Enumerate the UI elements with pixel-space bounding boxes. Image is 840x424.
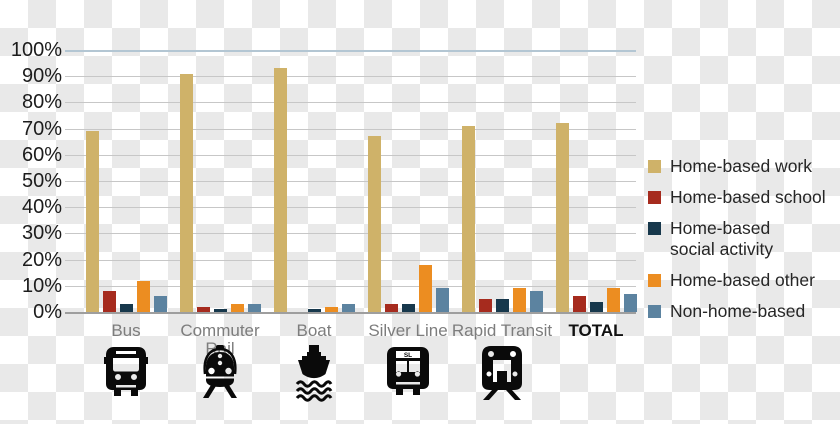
category-label-boat: Boat: [296, 321, 332, 340]
bar-home-based-social-activity-boat: [308, 309, 321, 312]
legend-item-home-based-school: Home-based school: [648, 187, 838, 208]
gridline-50: [65, 181, 636, 182]
y-axis-tick-label: 50%: [21, 170, 62, 192]
silver-line-icon: SL: [387, 347, 429, 395]
y-axis-tick-label: 30%: [21, 222, 62, 244]
category-label-total: TOTAL: [568, 321, 624, 340]
legend-label-line: Home-based work: [670, 156, 812, 176]
bar-home-based-social-activity-silver-line: [402, 304, 415, 312]
legend-swatch: [648, 305, 661, 318]
y-axis-tick-label: 100%: [10, 39, 62, 61]
y-axis-tick-label: 90%: [21, 65, 62, 87]
bar-home-based-school-total: [573, 296, 586, 312]
bar-home-based-social-activity-commuter-rail: [214, 309, 227, 312]
y-axis-tick-label: 20%: [21, 249, 62, 271]
bar-non-home-based-commuter-rail: [248, 304, 261, 312]
category-label-silver-line: Silver Line: [368, 321, 448, 340]
rapid-transit-icon: [482, 346, 522, 400]
legend-label: Home-based school: [670, 187, 826, 208]
legend-label: Home-based work: [670, 156, 812, 177]
y-axis-tick-label: 60%: [21, 144, 62, 166]
bar-home-based-school-bus: [103, 291, 116, 312]
category-label-rapid-transit: Rapid Transit: [451, 321, 553, 340]
legend-item-home-based-social-activity: Home-based social activity: [648, 218, 838, 260]
legend-swatch: [648, 274, 661, 287]
gridline-70: [65, 129, 636, 130]
bar-home-based-work-bus: [86, 131, 99, 312]
legend-label-line: Home-based other: [670, 270, 815, 290]
gridline-40: [65, 207, 636, 208]
commuter-rail-icon: [203, 345, 237, 398]
bar-non-home-based-silver-line: [436, 288, 449, 312]
bar-non-home-based-boat: [342, 304, 355, 312]
gridline-100: [65, 50, 636, 52]
legend-item-home-based-work: Home-based work: [648, 156, 838, 177]
legend-label-line: Home-based: [670, 218, 771, 238]
legend-label-line: Non-home-based: [670, 301, 806, 321]
boat-icon: [295, 345, 333, 402]
bar-non-home-based-total: [624, 294, 637, 312]
bar-home-based-other-commuter-rail: [231, 304, 244, 312]
bar-home-based-other-rapid-transit: [513, 288, 526, 312]
gridline-60: [65, 155, 636, 156]
bar-home-based-work-commuter-rail: [180, 74, 193, 312]
legend-item-non-home-based: Non-home-based: [648, 301, 838, 322]
gridline-90: [65, 76, 636, 77]
bar-home-based-work-silver-line: [368, 136, 381, 312]
legend-label: Home-based social activity: [670, 218, 773, 260]
silver-line-icon: SL: [384, 344, 432, 402]
y-axis-tick-label: 70%: [21, 118, 62, 140]
bar-home-based-social-activity-total: [590, 302, 603, 312]
legend: Home-based work Home-based school Home-bas…: [648, 156, 838, 332]
bar-home-based-other-bus: [137, 281, 150, 312]
rapid-transit-icon: [478, 344, 526, 402]
bar-home-based-social-activity-bus: [120, 304, 133, 312]
bar-home-based-school-commuter-rail: [197, 307, 210, 312]
y-axis-tick-label: 40%: [21, 196, 62, 218]
category-label-bus: Bus: [111, 321, 141, 340]
legend-label: Home-based other: [670, 270, 815, 291]
commuter-rail-icon: [196, 344, 244, 402]
y-axis-tick-label: 0%: [33, 301, 62, 323]
bus-icon: [102, 344, 150, 402]
legend-swatch: [648, 160, 661, 173]
boat-icon: [290, 344, 338, 402]
bus-icon: [104, 347, 148, 396]
gridline-20: [65, 260, 636, 261]
legend-label: Non-home-based: [670, 301, 805, 322]
bar-non-home-based-bus: [154, 296, 167, 312]
bar-home-based-work-boat: [274, 68, 287, 312]
legend-label-line: Home-based school: [670, 187, 826, 207]
bar-home-based-other-total: [607, 288, 620, 312]
legend-label-line: social activity: [670, 239, 774, 259]
bar-home-based-school-rapid-transit: [479, 299, 492, 312]
bar-non-home-based-rapid-transit: [530, 291, 543, 312]
legend-swatch: [648, 222, 661, 235]
legend-swatch: [648, 191, 661, 204]
y-axis-tick-label: 80%: [21, 91, 62, 113]
bar-home-based-work-rapid-transit: [462, 126, 475, 312]
bar-home-based-social-activity-rapid-transit: [496, 299, 509, 312]
bar-home-based-school-silver-line: [385, 304, 398, 312]
gridline-0: [65, 312, 636, 314]
gridline-80: [65, 102, 636, 103]
bar-home-based-work-total: [556, 123, 569, 312]
legend-item-home-based-other: Home-based other: [648, 270, 838, 291]
gridline-10: [65, 286, 636, 287]
y-axis-tick-label: 10%: [21, 275, 62, 297]
bar-home-based-other-boat: [325, 307, 338, 312]
bar-home-based-other-silver-line: [419, 265, 432, 312]
gridline-30: [65, 233, 636, 234]
svg-text:SL: SL: [404, 352, 412, 359]
